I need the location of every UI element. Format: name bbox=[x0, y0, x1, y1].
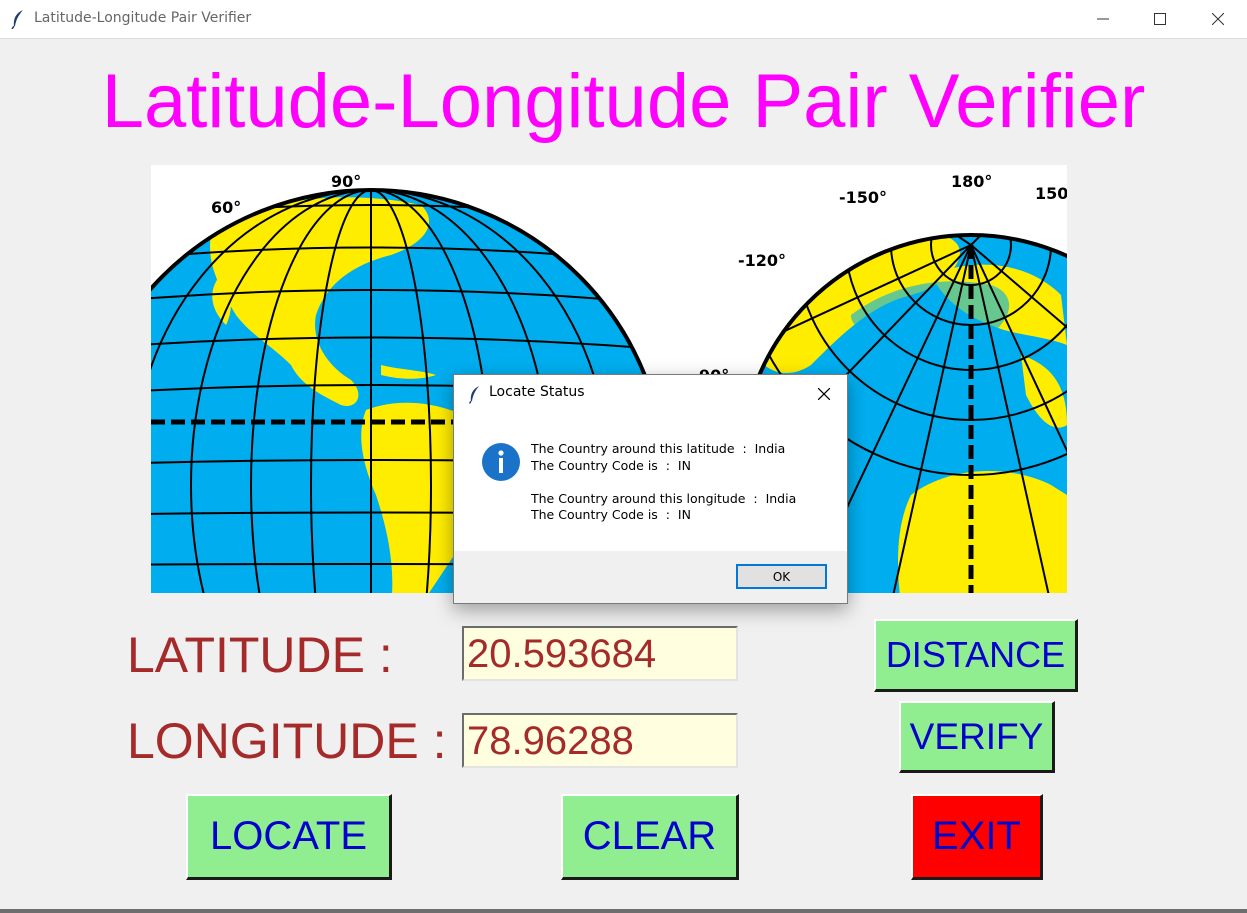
svg-text:-120°: -120° bbox=[738, 251, 786, 270]
latitude-input[interactable]: 20.593684 bbox=[462, 626, 738, 681]
clear-button[interactable]: CLEAR bbox=[561, 794, 739, 880]
close-icon bbox=[818, 388, 830, 400]
dialog-footer: OK bbox=[454, 551, 847, 603]
close-icon bbox=[1212, 13, 1224, 25]
maximize-icon bbox=[1154, 13, 1166, 25]
verify-button[interactable]: VERIFY bbox=[899, 701, 1055, 773]
window-bottom-edge bbox=[0, 909, 1247, 913]
longitude-label: LONGITUDE : bbox=[127, 713, 447, 769]
svg-text:90°: 90° bbox=[331, 172, 361, 191]
minimize-icon bbox=[1097, 18, 1109, 20]
longitude-input[interactable]: 78.96288 bbox=[462, 713, 738, 768]
exit-button[interactable]: EXIT bbox=[911, 794, 1043, 880]
dialog-message: The Country around this latitude : India… bbox=[531, 441, 797, 522]
dialog-close-button[interactable] bbox=[812, 382, 836, 406]
dialog-title: Locate Status bbox=[489, 384, 585, 400]
svg-text:180°: 180° bbox=[951, 172, 992, 191]
feather-icon bbox=[468, 386, 479, 404]
minimize-button[interactable] bbox=[1080, 0, 1126, 38]
window-titlebar: Latitude-Longitude Pair Verifier bbox=[0, 0, 1247, 39]
distance-button[interactable]: DISTANCE bbox=[874, 619, 1078, 692]
svg-text:60°: 60° bbox=[211, 198, 241, 217]
maximize-button[interactable] bbox=[1137, 0, 1183, 38]
window-title: Latitude-Longitude Pair Verifier bbox=[34, 10, 252, 26]
locate-status-dialog: Locate Status The Country around this la… bbox=[453, 374, 848, 604]
ok-button[interactable]: OK bbox=[736, 564, 827, 589]
latitude-label: LATITUDE : bbox=[127, 627, 393, 683]
locate-button[interactable]: LOCATE bbox=[186, 794, 392, 880]
app-title: Latitude-Longitude Pair Verifier bbox=[101, 59, 1146, 144]
close-window-button[interactable] bbox=[1195, 0, 1241, 38]
svg-text:150: 150 bbox=[1035, 184, 1067, 203]
feather-icon bbox=[11, 10, 23, 29]
svg-text:-150°: -150° bbox=[839, 188, 887, 207]
info-icon bbox=[482, 443, 520, 481]
globe-grid-image: 60° 90° -150° 180° 150 -120° 90° bbox=[151, 165, 1067, 593]
